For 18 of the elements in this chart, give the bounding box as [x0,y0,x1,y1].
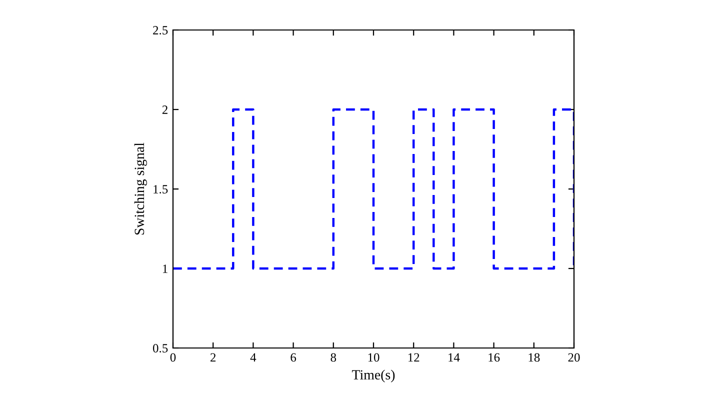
y-tick-label: 1.5 [154,185,168,194]
y-tick-label: 0.5 [152,344,168,353]
x-tick-label: 4 [250,353,256,362]
y-tick-label: 1 [162,264,168,273]
x-tick-label: 20 [568,353,580,362]
x-tick-label: 2 [210,353,216,362]
x-tick-label: 12 [408,353,420,362]
x-tick-label: 0 [170,353,176,362]
y-tick-label: 2.5 [153,26,168,35]
y-axis-title: Switching signal [134,142,147,235]
x-tick-label: 10 [368,353,380,362]
x-tick-label: 18 [528,353,540,362]
y-tick-label: 2 [162,106,168,114]
x-tick-label: 6 [290,353,296,362]
x-tick-label: 8 [330,353,336,362]
x-tick-label: 16 [488,353,500,362]
x-tick-label: 14 [448,353,460,362]
x-axis-title: Time(s) [352,370,395,382]
